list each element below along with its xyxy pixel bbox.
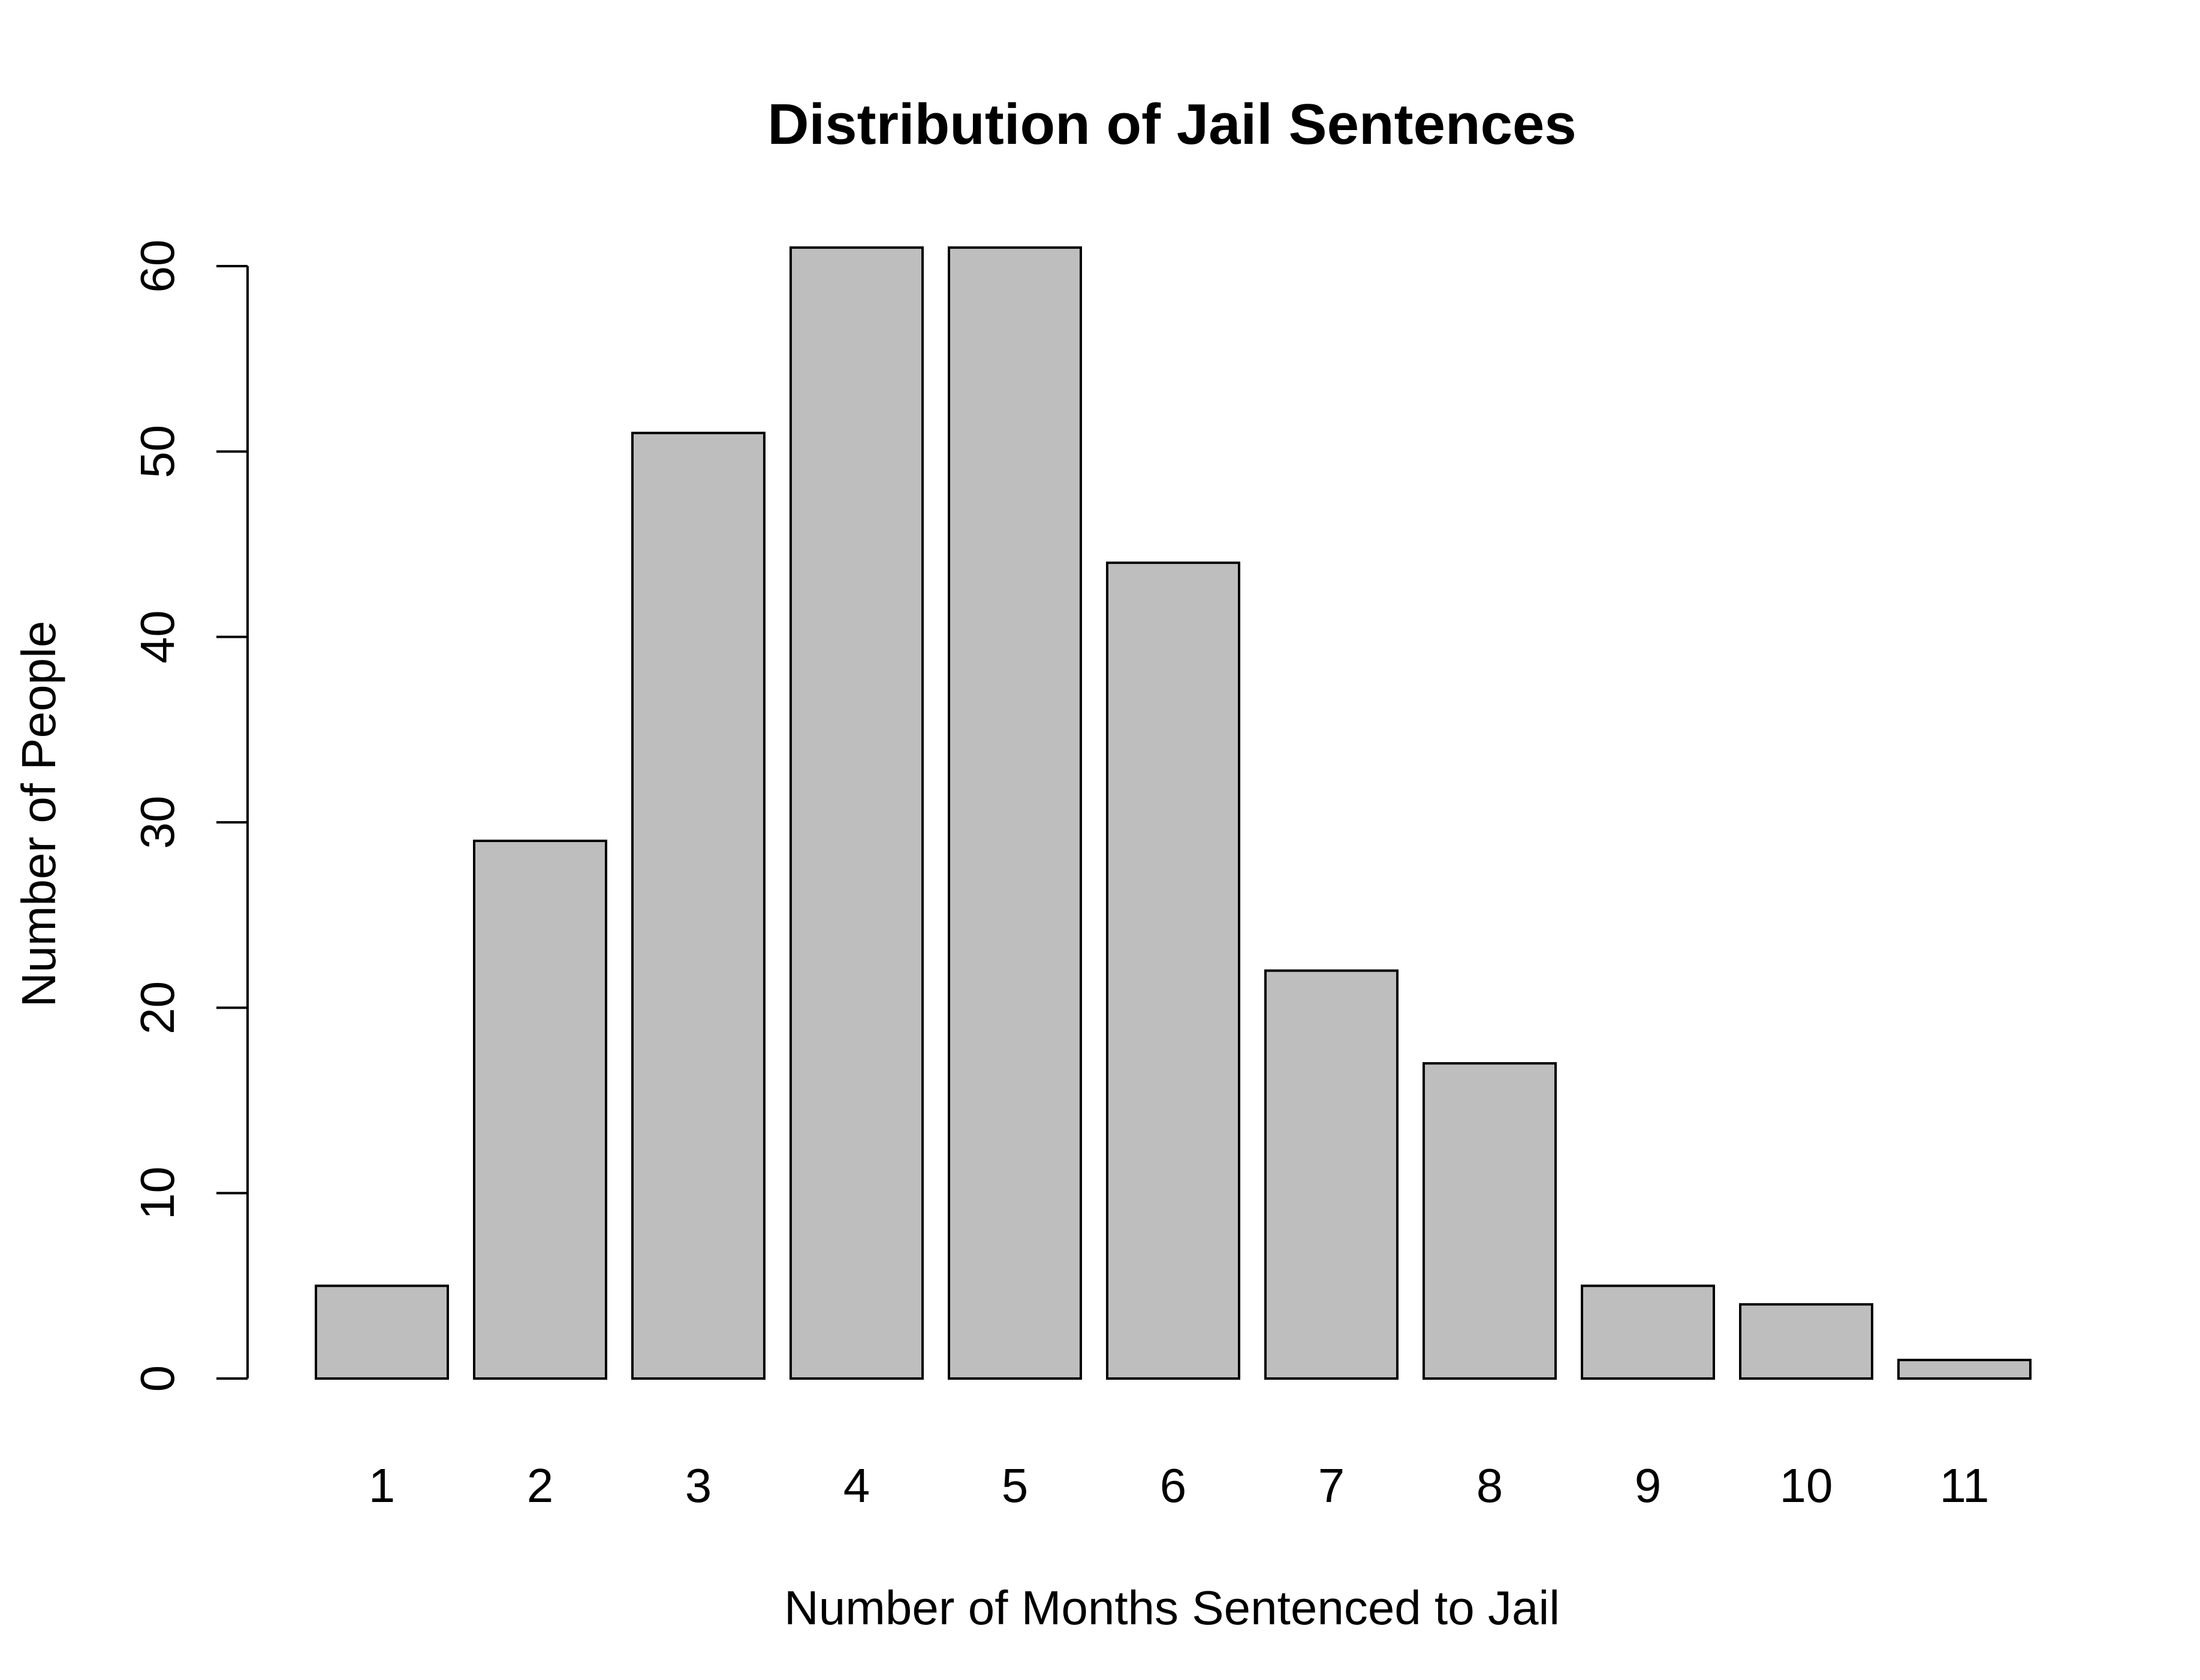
bar (1581, 1284, 1715, 1380)
bars (315, 246, 2032, 1380)
x-tick-label: 6 (1160, 1459, 1187, 1512)
y-tick-label: 10 (131, 1166, 184, 1220)
bar (1739, 1303, 1873, 1380)
x-tick-label: 9 (1635, 1459, 1662, 1512)
y-tick-label: 40 (131, 610, 184, 663)
x-tick-label: 3 (685, 1459, 712, 1512)
x-tick-label: 4 (843, 1459, 870, 1512)
bar (315, 1284, 449, 1380)
x-tick-label: 7 (1318, 1459, 1345, 1512)
y-tick-label: 60 (131, 240, 184, 293)
y-tick-label: 20 (131, 981, 184, 1034)
y-tick-label: 0 (131, 1365, 184, 1392)
x-tick-label: 10 (1780, 1459, 1833, 1512)
bar (1106, 561, 1240, 1380)
x-tick-label: 8 (1476, 1459, 1503, 1512)
x-tick-label: 11 (1939, 1459, 1989, 1512)
bar (473, 839, 607, 1380)
y-axis: 0 10 20 30 40 50 60 (131, 240, 249, 1392)
bar (789, 246, 924, 1380)
bar (631, 432, 766, 1380)
chart-title: Distribution of Jail Sentences (767, 92, 1577, 156)
x-tick-label: 2 (527, 1459, 554, 1512)
y-axis-label: Number of People (12, 621, 65, 1008)
bar (1423, 1062, 1557, 1380)
x-tick-label: 5 (1002, 1459, 1029, 1512)
bar (1897, 1359, 2032, 1380)
y-tick-label: 50 (131, 425, 184, 478)
bar (1264, 969, 1399, 1380)
x-tick-label: 1 (369, 1459, 396, 1512)
x-tick-labels: 1 2 3 4 5 6 7 8 9 10 11 (369, 1459, 1990, 1512)
x-axis-label: Number of Months Sentenced to Jail (784, 1581, 1560, 1634)
y-tick-label: 30 (131, 796, 184, 849)
bar (948, 246, 1082, 1380)
